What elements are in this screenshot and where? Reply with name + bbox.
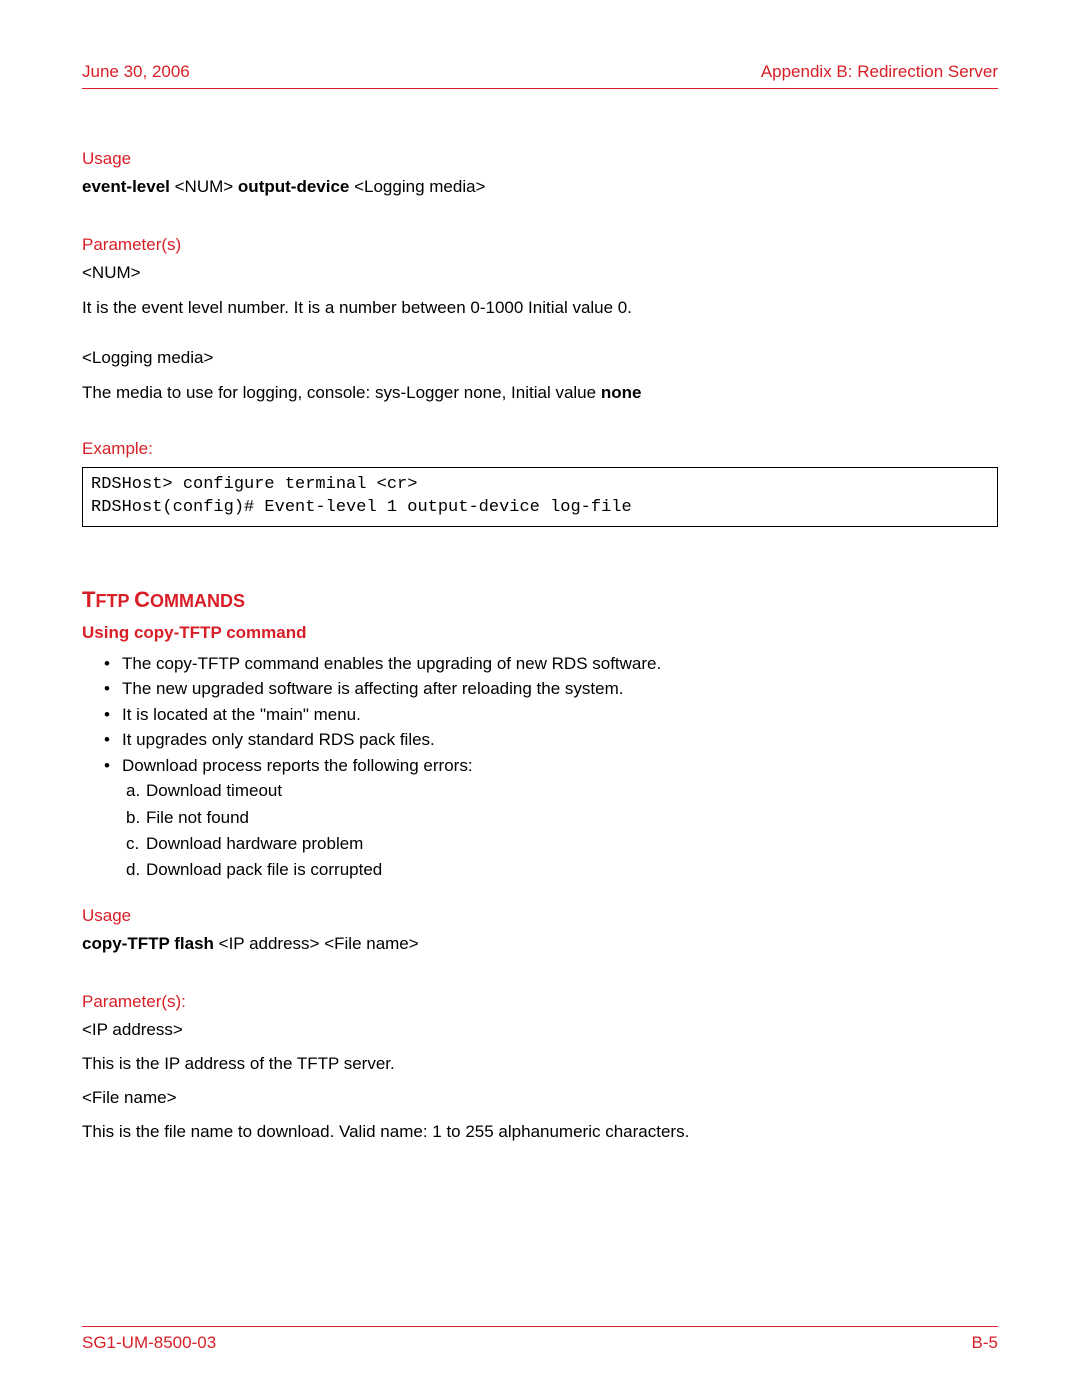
param-filename-desc: This is the file name to download. Valid…	[82, 1122, 998, 1142]
page-header: June 30, 2006 Appendix B: Redirection Se…	[82, 62, 998, 89]
sublist-item: c.Download hardware problem	[126, 831, 998, 857]
heading-ommands: OMMANDS	[150, 591, 245, 611]
param-ip-desc: This is the IP address of the TFTP serve…	[82, 1054, 998, 1074]
example-block: Example: RDSHost> configure terminal <cr…	[82, 439, 998, 527]
sublist-item: d.Download pack file is corrupted	[126, 857, 998, 883]
sublist-letter: a.	[126, 778, 146, 804]
param-logging-name: <Logging media>	[82, 348, 998, 368]
list-item: The copy-TFTP command enables the upgrad…	[122, 651, 998, 677]
list-item: The new upgraded software is affecting a…	[122, 676, 998, 702]
usage2-args: <IP address> <File name>	[214, 934, 419, 953]
sublist-text: Download pack file is corrupted	[146, 857, 382, 883]
param-num-desc: It is the event level number. It is a nu…	[82, 297, 998, 320]
sublist-text: Download timeout	[146, 778, 282, 804]
footer-page-number: B-5	[972, 1333, 998, 1353]
tftp-commands-heading: TFTP COMMANDS	[82, 587, 998, 613]
usage-keyword-1: event-level	[82, 177, 170, 196]
sublist-item: a.Download timeout	[126, 778, 998, 804]
usage-label: Usage	[82, 149, 998, 169]
usage-arg-2: <Logging media>	[349, 177, 485, 196]
param-num-block: <NUM> It is the event level number. It i…	[82, 263, 998, 320]
sublist-item: b.File not found	[126, 805, 998, 831]
usage2-syntax: copy-TFTP flash <IP address> <File name>	[82, 934, 998, 954]
sublist-text: File not found	[146, 805, 249, 831]
example-code: RDSHost> configure terminal <cr> RDSHost…	[82, 467, 998, 527]
heading-cap-t: T	[82, 587, 95, 612]
parameters-label: Parameter(s)	[82, 235, 998, 255]
usage-syntax: event-level <NUM> output-device <Logging…	[82, 177, 998, 197]
param-ip-name: <IP address>	[82, 1020, 998, 1040]
subsection-heading: Using copy-TFTP command	[82, 623, 998, 643]
heading-ftp: FTP	[95, 591, 134, 611]
param-num-name: <NUM>	[82, 263, 998, 283]
error-sublist: a.Download timeout b.File not found c.Do…	[82, 778, 998, 883]
header-appendix: Appendix B: Redirection Server	[761, 62, 998, 82]
list-item: Download process reports the following e…	[122, 753, 998, 779]
heading-cap-c: C	[134, 587, 150, 612]
page-body: June 30, 2006 Appendix B: Redirection Se…	[82, 62, 998, 1142]
page-content: Usage event-level <NUM> output-device <L…	[82, 89, 998, 1142]
usage2-keyword: copy-TFTP flash	[82, 934, 214, 953]
bullet-list: The copy-TFTP command enables the upgrad…	[82, 651, 998, 779]
header-date: June 30, 2006	[82, 62, 190, 82]
sublist-letter: c.	[126, 831, 146, 857]
param-filename-name: <File name>	[82, 1088, 998, 1108]
sublist-text: Download hardware problem	[146, 831, 363, 857]
param-ip-block: <IP address> This is the IP address of t…	[82, 1020, 998, 1074]
sublist-letter: b.	[126, 805, 146, 831]
usage-keyword-2: output-device	[238, 177, 349, 196]
sublist-letter: d.	[126, 857, 146, 883]
param-logging-desc-bold: none	[601, 383, 642, 402]
param-logging-block: <Logging media> The media to use for log…	[82, 348, 998, 405]
usage-arg-1: <NUM>	[170, 177, 238, 196]
param-logging-desc: The media to use for logging, console: s…	[82, 382, 998, 405]
param-logging-desc-pre: The media to use for logging, console: s…	[82, 383, 601, 402]
list-item: It upgrades only standard RDS pack files…	[122, 727, 998, 753]
param-filename-block: <File name> This is the file name to dow…	[82, 1088, 998, 1142]
parameters2-label: Parameter(s):	[82, 992, 998, 1012]
usage2-label: Usage	[82, 906, 998, 926]
footer-doc-id: SG1-UM-8500-03	[82, 1333, 216, 1353]
example-label: Example:	[82, 439, 998, 459]
page-footer: SG1-UM-8500-03 B-5	[82, 1326, 998, 1353]
list-item: It is located at the "main" menu.	[122, 702, 998, 728]
